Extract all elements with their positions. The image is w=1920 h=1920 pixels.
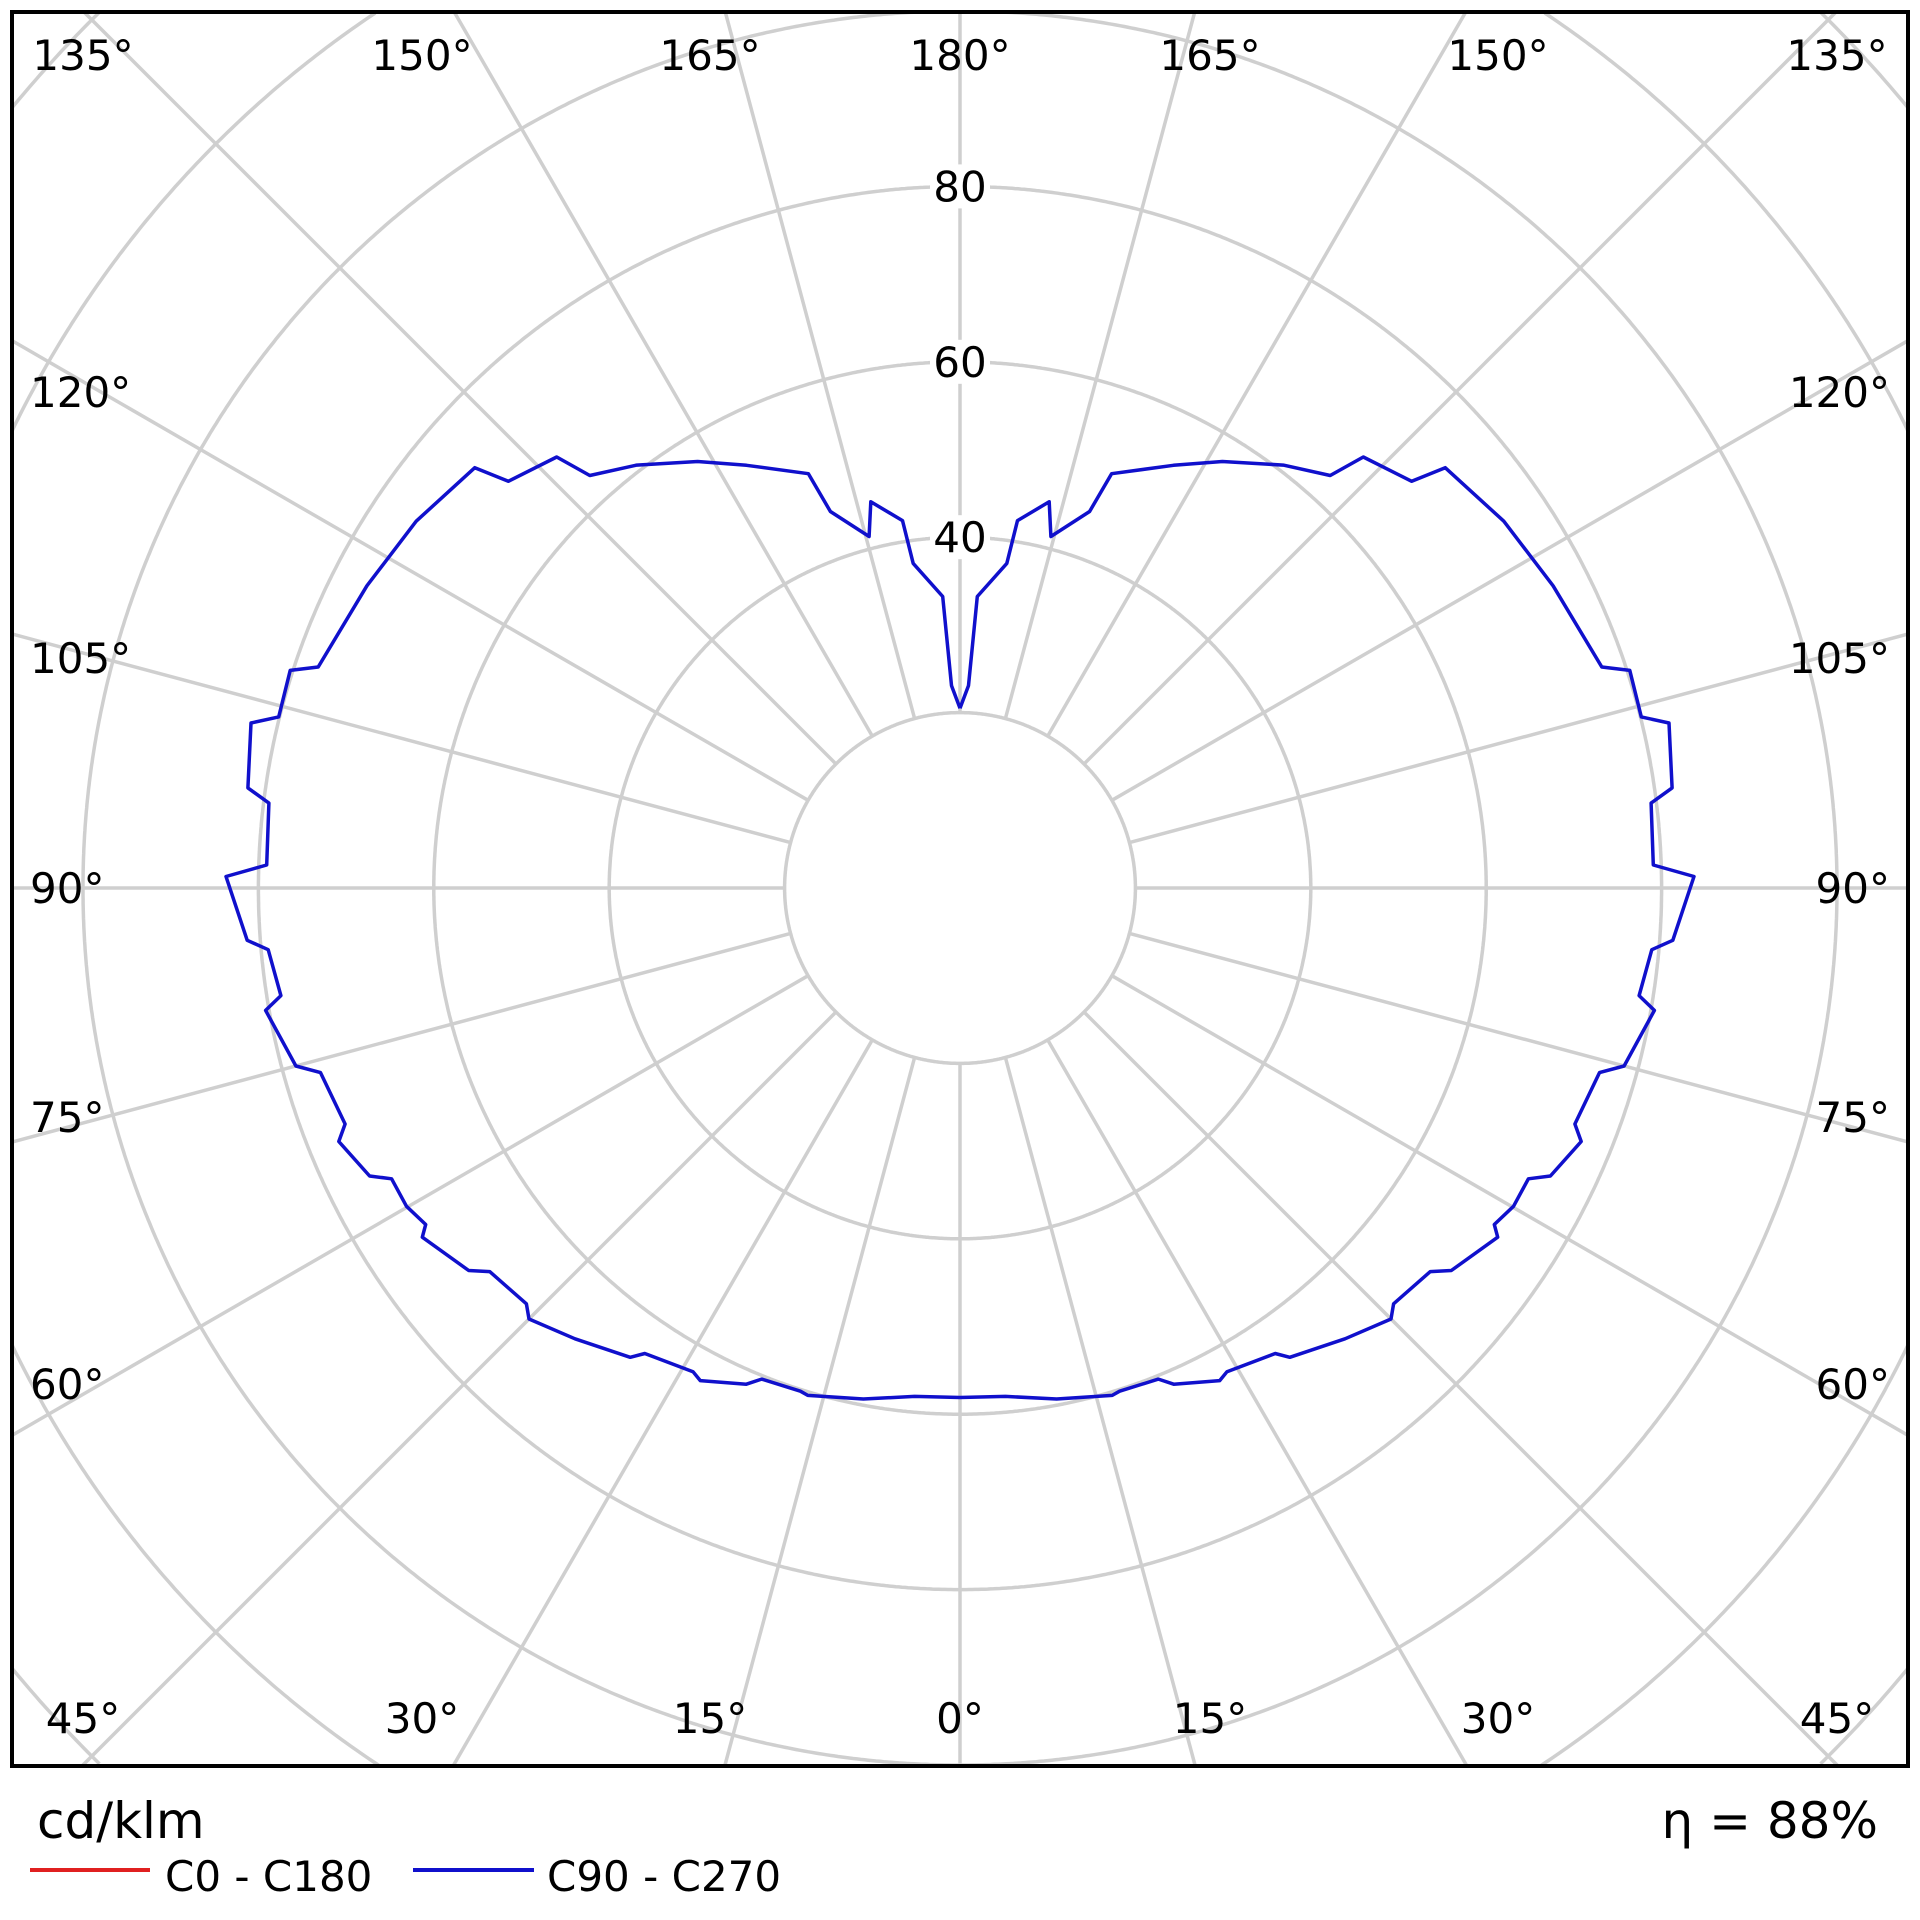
angle-tick-label-bottom: 45° xyxy=(46,1694,120,1743)
grid-ring-120 xyxy=(1539,1344,1910,1768)
angle-tick-label-right: 120° xyxy=(1789,368,1890,417)
grid-spoke xyxy=(82,10,838,766)
legend-label-c0-c180: C0 - C180 xyxy=(165,1852,372,1901)
angle-tick-label-top: 135° xyxy=(1786,31,1887,80)
ring-label-bg xyxy=(930,515,990,560)
angle-tick-label-top: 135° xyxy=(32,31,133,80)
efficiency-label: η = 88% xyxy=(1661,1792,1878,1850)
angle-tick-label-right: 90° xyxy=(1816,864,1890,913)
grid-spoke xyxy=(1082,1010,1840,1768)
grid-spoke xyxy=(723,1056,917,1767)
grid-spoke xyxy=(11,974,809,1437)
series-curves xyxy=(224,455,1696,1401)
angle-tick-label-left: 90° xyxy=(30,864,104,913)
grid-spoke xyxy=(1046,1039,1469,1767)
angle-tick-label-bottom: 30° xyxy=(385,1694,459,1743)
series-line-c90-c270-right xyxy=(958,455,1696,1401)
radial-tick-labels: 40 60 80 xyxy=(930,162,990,562)
angle-tick-label-bottom: 30° xyxy=(1461,1694,1535,1743)
angle-tick-label-top: 150° xyxy=(371,31,472,80)
grid-spoke xyxy=(11,931,792,1144)
series-line-c90-c270-left xyxy=(224,455,962,1401)
grid-ring-120 xyxy=(10,1344,381,1768)
grid-spoke xyxy=(723,11,917,720)
grid-ring-20 xyxy=(782,710,1138,1066)
radial-tick-label: 40 xyxy=(933,513,986,562)
angle-tick-label-bottom: 45° xyxy=(1800,1694,1874,1743)
angle-tick-label-top: 180° xyxy=(909,31,1010,80)
angle-tick-label-right: 75° xyxy=(1816,1093,1890,1142)
unit-label: cd/klm xyxy=(37,1792,205,1850)
plot-frame xyxy=(10,10,1910,1768)
grid-spoke xyxy=(452,11,874,737)
angle-tick-label-left: 105° xyxy=(30,634,131,683)
radial-tick-label: 80 xyxy=(933,162,986,211)
angle-tick-labels: 135° 150° 165° 180° 165° 150° 135° 45° 30° 15° 0° 1… xyxy=(30,31,1890,1743)
grid-ring-140 xyxy=(11,1667,101,1765)
grid-spoke xyxy=(1003,1056,1197,1767)
ring-label-bg xyxy=(930,164,990,209)
angle-tick-label-top: 150° xyxy=(1447,31,1548,80)
angle-tick-label-right: 60° xyxy=(1816,1360,1890,1409)
grid-spoke xyxy=(1111,339,1909,802)
radial-tick-label: 60 xyxy=(933,338,986,387)
ring-label-bg xyxy=(930,339,990,384)
angle-tick-label-top: 165° xyxy=(1159,31,1260,80)
angle-tick-label-bottom: 0° xyxy=(936,1694,984,1743)
grid-ring-120 xyxy=(10,11,377,432)
polar-grid xyxy=(10,10,1910,1768)
grid-ring-140 xyxy=(1819,1667,1909,1765)
grid-spoke xyxy=(1128,931,1909,1144)
grid-spoke xyxy=(11,339,809,802)
angle-tick-label-left: 60° xyxy=(30,1360,104,1409)
grid-spoke xyxy=(80,1010,838,1768)
angle-tick-label-bottom: 15° xyxy=(1173,1694,1247,1743)
grid-ring-140 xyxy=(11,11,101,109)
angle-tick-label-right: 105° xyxy=(1789,634,1890,683)
grid-spoke xyxy=(1128,632,1909,845)
grid-spoke xyxy=(1003,11,1197,720)
legend-label-c90-c270: C90 - C270 xyxy=(547,1852,781,1901)
grid-spoke xyxy=(11,632,792,845)
grid-ring-120 xyxy=(1543,11,1910,432)
grid-spoke xyxy=(451,1039,874,1767)
grid-spoke xyxy=(1082,10,1838,766)
legend: C0 - C180 C90 - C270 xyxy=(30,1852,781,1901)
grid-spoke xyxy=(1046,11,1468,737)
angle-tick-label-bottom: 15° xyxy=(673,1694,747,1743)
angle-tick-label-top: 165° xyxy=(659,31,760,80)
angle-tick-label-left: 120° xyxy=(30,368,131,417)
angle-tick-label-left: 75° xyxy=(30,1093,104,1142)
grid-spoke xyxy=(1111,974,1909,1437)
grid-ring-140 xyxy=(1819,11,1909,109)
